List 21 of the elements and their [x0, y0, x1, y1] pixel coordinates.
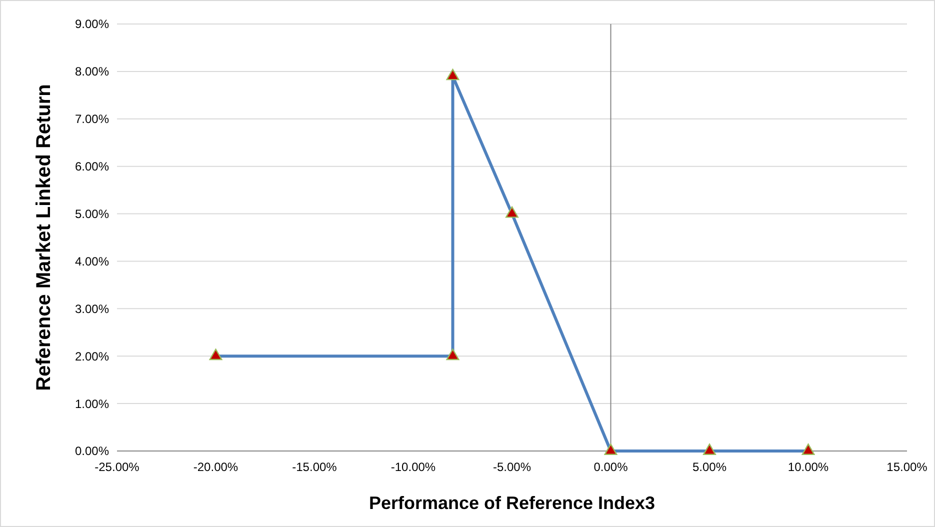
x-axis-title: Performance of Reference Index3	[368, 493, 656, 513]
x-tick-label: -20.00%	[193, 460, 238, 474]
y-tick-label: 5.00%	[74, 206, 110, 221]
x-tick-label: 15.00%	[886, 460, 928, 474]
x-tick-label: -10.00%	[390, 460, 436, 474]
x-tick-label: -5.00%	[492, 460, 532, 474]
y-tick-label: 1.00%	[74, 396, 110, 411]
x-tick-label: -15.00%	[292, 460, 338, 474]
x-tick-label: 5.00%	[692, 460, 727, 474]
y-tick-label: 7.00%	[74, 112, 110, 126]
y-tick-label: 0.00%	[74, 444, 110, 458]
y-tick-label: 3.00%	[74, 302, 110, 316]
x-tick-label: 0.00%	[594, 460, 628, 474]
y-tick-label: 2.00%	[74, 349, 110, 364]
y-axis-title: Reference Market Linked Return	[33, 84, 55, 391]
x-tick-label: -25.00%	[94, 460, 140, 474]
y-tick-label: 8.00%	[74, 64, 110, 79]
y-tick-label: 4.00%	[74, 254, 110, 268]
y-tick-label: 6.00%	[74, 160, 110, 174]
x-tick-label: 10.00%	[788, 460, 829, 474]
y-tick-label: 9.00%	[74, 17, 110, 32]
